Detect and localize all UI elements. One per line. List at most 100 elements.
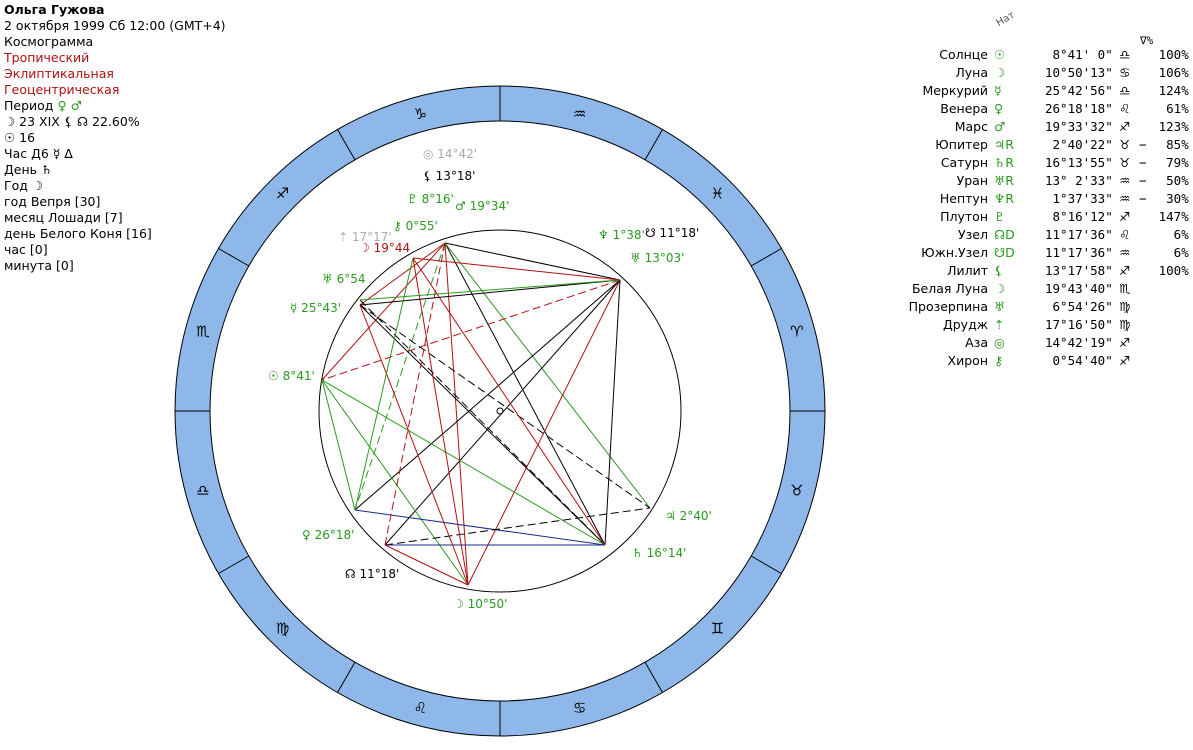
planet-row: Лилит ⚸ 13°17'58" ♐ 100%	[880, 262, 1189, 280]
planet-row: Аза ◎ 14°42'19" ♐	[880, 334, 1189, 352]
aspect-line	[444, 242, 606, 546]
planet-strength	[1149, 280, 1189, 298]
planet-row: Меркурий ☿ 25°42'56" ♎ 124%	[880, 82, 1188, 100]
day-animal: день Белого Коня [16]	[4, 226, 152, 241]
chart-info-panel: Ольга Гужова 2 октября 1999 Сб 12:00 (GM…	[4, 2, 226, 274]
planet-glyph-icon: ☿	[994, 83, 1002, 98]
year-animal: год Вепря [30]	[4, 194, 101, 209]
planet-strength: 100%	[1158, 263, 1189, 278]
zodiac-sign-glyph: ♌	[414, 699, 427, 717]
retrograde-mark	[1137, 100, 1149, 118]
zodiac-type: Тропический	[4, 50, 90, 65]
zodiac-sign-icon: ♐	[1119, 209, 1131, 224]
planet-row: Сатурн ♄R 16°13'55" ♉ − 79%	[880, 154, 1189, 172]
planet-strength: 30%	[1166, 191, 1189, 206]
planet-position: 11°17'36"	[1045, 227, 1113, 242]
zodiac-sign-icon: ♒	[1119, 191, 1131, 206]
planet-position: 14°42'19"	[1045, 335, 1113, 350]
retrograde-mark	[1137, 316, 1149, 334]
planet-strength	[1149, 334, 1189, 352]
aspect-line	[412, 257, 606, 546]
zodiac-sign-glyph: ♈	[790, 322, 803, 340]
planet-strength: 79%	[1166, 155, 1189, 170]
center-type: Геоцентрическая	[4, 82, 120, 97]
planet-row: Хирон ⚷ 0°54'40" ♐	[880, 352, 1189, 370]
planet-positions-table: Солнце ☉ 8°41' 0" ♎ 100% Луна ☽ 10°50'13" ♋ 106% М…	[880, 46, 1189, 370]
planet-name: Марс	[954, 119, 988, 134]
planet-glyph-icon: ♄R	[994, 155, 1014, 170]
aspect-line	[412, 257, 469, 586]
aspect-line	[321, 279, 621, 381]
planet-glyph-icon: ☋D	[994, 245, 1015, 260]
planet-name: Луна	[955, 65, 988, 80]
planet-name: Плутон	[940, 209, 988, 224]
planet-label-pluto: ♇ 8°16'	[407, 192, 454, 206]
planet-name: Аза	[965, 335, 988, 350]
planet-glyph-icon: ☊D	[994, 227, 1015, 242]
zodiac-sign-glyph: ♒	[573, 105, 586, 123]
sign-divider	[218, 555, 250, 574]
planet-name: Венера	[940, 101, 988, 116]
retrograde-mark	[1137, 262, 1149, 280]
planet-label-mercury: ☿ 25°43'	[290, 301, 341, 315]
planet-row: Нептун ♆R 1°37'33" ♒ − 30%	[880, 190, 1189, 208]
aspect-line	[321, 379, 469, 586]
planet-position: 6°54'26"	[1052, 299, 1113, 314]
planet-position: 25°42'56"	[1045, 83, 1113, 98]
planet-name: Хирон	[947, 353, 988, 368]
person-name: Ольга Гужова	[4, 2, 105, 17]
zodiac-sign-glyph: ♎	[196, 482, 209, 500]
minute-value: минута [0]	[4, 258, 74, 273]
zodiac-sign-icon: ♉	[1119, 155, 1131, 170]
planet-row: Прозерпина ♅ 6°54'26" ♍	[880, 298, 1189, 316]
planet-name: Юпитер	[935, 137, 988, 152]
planet-label-venus: ♀ 26°18'	[302, 528, 354, 542]
aspect-line	[359, 304, 469, 586]
planet-label-snode: ☋ 11°18'	[645, 226, 699, 240]
sign-divider	[644, 129, 663, 161]
planet-glyph-icon: ♃R	[994, 137, 1014, 152]
planet-position: 19°33'32"	[1045, 119, 1113, 134]
period-line: Период ♀ ♂	[4, 98, 226, 114]
retrograde-mark	[1137, 82, 1149, 100]
planet-glyph-icon: ♅R	[994, 173, 1014, 188]
planet-glyph-icon: ♂	[994, 119, 1006, 134]
planet-row: Марс ♂ 19°33'32" ♐ 123%	[880, 118, 1189, 136]
birth-datetime: 2 октября 1999 Сб 12:00 (GMT+4)	[4, 18, 226, 33]
planet-strength: 85%	[1166, 137, 1189, 152]
center-dot	[496, 407, 504, 415]
retrograde-mark: −	[1138, 155, 1147, 170]
planet-name: Лилит	[947, 263, 988, 278]
planet-name: Южн.Узел	[921, 245, 988, 260]
sign-divider	[337, 661, 356, 693]
planet-glyph-icon: ⚸	[994, 263, 1004, 278]
planet-strength	[1149, 352, 1189, 370]
planet-row: Плутон ♇ 8°16'12" ♐ 147%	[880, 208, 1189, 226]
coordinate-system: Эклиптикальная	[4, 66, 114, 81]
planet-strength	[1149, 298, 1189, 316]
zodiac-sign-icon: ♍	[1119, 317, 1131, 332]
planet-name: Друдж	[942, 317, 988, 332]
planet-glyph-icon: ♇	[994, 209, 1006, 224]
planet-position: 0°54'40"	[1052, 353, 1113, 368]
planet-row: Южн.Узел ☋D 11°17'36" ♒ 6%	[880, 244, 1189, 262]
aspect-line	[359, 304, 651, 509]
planet-label-lilith: ⚸ 13°18'	[423, 169, 475, 183]
planet-strength: 147%	[1158, 209, 1189, 224]
zodiac-sign-glyph: ♏	[196, 322, 210, 340]
aspect-line	[321, 379, 606, 546]
zodiac-sign-icon: ♐	[1119, 335, 1131, 350]
retrograde-mark	[1137, 244, 1149, 262]
aspect-line	[444, 242, 621, 281]
zodiac-sign-glyph: ♑	[414, 105, 427, 123]
planet-glyph-icon: ♀	[994, 101, 1004, 116]
planet-strength: 6%	[1173, 227, 1189, 242]
planet-glyph-icon: ♆R	[994, 191, 1014, 206]
retrograde-mark	[1137, 64, 1149, 82]
aspect-line	[384, 279, 621, 546]
zodiac-sign-icon: ♉	[1119, 137, 1131, 152]
sign-divider	[750, 248, 782, 267]
planet-label-whitemoon: ☽ 19°44	[359, 241, 410, 255]
aspect-line	[359, 279, 621, 301]
